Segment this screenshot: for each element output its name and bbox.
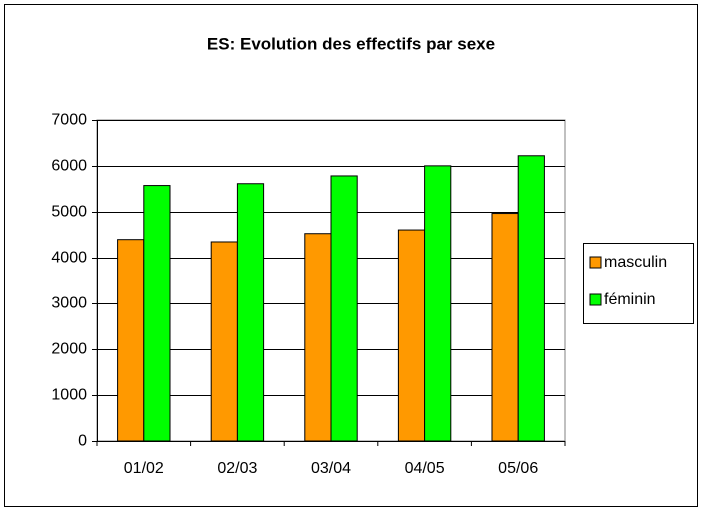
y-tick-label: 0 xyxy=(78,433,87,450)
bar xyxy=(424,165,452,442)
y-tick-label: 3000 xyxy=(51,295,87,312)
bar xyxy=(304,233,332,442)
bar xyxy=(517,155,545,442)
y-tick-label: 7000 xyxy=(51,112,87,129)
bar xyxy=(117,239,145,442)
x-tick-label: 01/02 xyxy=(124,460,164,477)
legend-swatch xyxy=(589,256,602,269)
bar xyxy=(210,241,238,442)
bar xyxy=(397,229,426,442)
x-tick-label: 02/03 xyxy=(217,460,257,477)
chart-title: ES: Evolution des effectifs par sexe xyxy=(207,34,495,53)
bar xyxy=(491,213,519,442)
x-tick-label: 05/06 xyxy=(498,460,538,477)
x-tick-label: 04/05 xyxy=(405,460,445,477)
y-tick-label: 5000 xyxy=(51,204,87,221)
y-tick-label: 6000 xyxy=(51,158,87,175)
legend xyxy=(583,243,694,324)
y-tick-label: 1000 xyxy=(51,387,87,404)
legend-swatch xyxy=(589,293,602,306)
legend-label: féminin xyxy=(604,291,656,308)
y-tick-label: 2000 xyxy=(51,341,87,358)
bar xyxy=(143,185,171,442)
y-tick-label: 4000 xyxy=(51,250,87,267)
x-tick-label: 03/04 xyxy=(311,460,351,477)
bar xyxy=(330,175,358,442)
legend-label: masculin xyxy=(604,254,667,271)
bar xyxy=(236,183,265,442)
